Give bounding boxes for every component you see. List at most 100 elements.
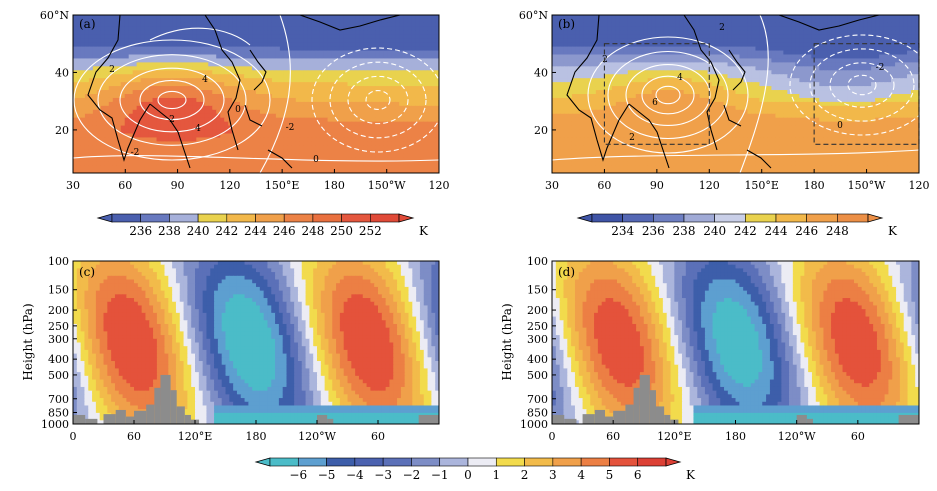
colorbar-unit: K: [686, 468, 696, 482]
y-tick-label: 1000: [520, 418, 548, 431]
contour-label: 0: [313, 155, 319, 165]
y-tick-label: 300: [527, 333, 548, 346]
y-tick-label: 400: [48, 353, 69, 366]
colorbar-tick-label: 246: [795, 224, 818, 238]
contour-label: -2: [131, 148, 140, 158]
colorbar-tick-label: 240: [187, 224, 210, 238]
panel-a-fill: [73, 15, 439, 173]
y-tick-label: 300: [48, 333, 69, 346]
colorbar-tick-label: 236: [642, 224, 665, 238]
contour-label: 0: [235, 105, 241, 115]
colorbar-swatch: [269, 457, 299, 467]
x-tick-label: 120°W: [298, 430, 336, 443]
y-tick-label: 150: [48, 284, 69, 297]
colorbar-swatch: [411, 457, 441, 467]
x-tick-label: 0: [549, 430, 556, 443]
x-tick-label: 60: [597, 179, 611, 192]
colorbar-tick-label: 2: [521, 468, 529, 482]
x-tick-label: 180: [725, 430, 746, 443]
panel-c-fill: [73, 261, 439, 424]
contour-label: 4: [677, 73, 683, 83]
y-tick-label: 1000: [41, 418, 69, 431]
contour-label: 2: [602, 55, 608, 65]
x-tick-label: 120: [429, 179, 450, 192]
colorbar-swatch: [226, 213, 256, 223]
panel-b-frame: [551, 14, 920, 174]
colorbar-tick-label: 3: [549, 468, 557, 482]
panel-b-contours: 2 6 4 2 -2 0 2: [552, 15, 919, 173]
colorbar-swatch: [745, 213, 777, 223]
colorbar-swatch: [806, 213, 838, 223]
colorbar-swatch: [714, 213, 746, 223]
colorbar-tick-label: 246: [273, 224, 296, 238]
y-tick-label: 40: [55, 66, 69, 79]
colorbar-swatch: [197, 213, 228, 223]
y-tick-label: 700: [48, 393, 69, 406]
colorbar-tick-label: 242: [215, 224, 238, 238]
y-tick-label: 20: [55, 124, 69, 137]
colorbar-swatch: [495, 457, 525, 467]
colorbar-tick-label: −3: [374, 468, 392, 482]
panel-d-fill: [552, 261, 919, 424]
panel-d-terrain: [552, 374, 919, 424]
x-tick-label: 120°W: [778, 430, 816, 443]
x-tick-label: 120°E: [657, 430, 692, 443]
x-tick-label: 60: [851, 430, 865, 443]
colorbar-swatch: [297, 457, 327, 467]
colorbar-tick-label: 248: [301, 224, 324, 238]
x-tick-label: 150°E: [744, 179, 779, 192]
colorbar-swatch: [609, 457, 639, 467]
contour-label: 2: [109, 65, 115, 75]
panel-a-contours: 2 4 -2 0 -2 0 2 4: [73, 15, 439, 173]
colorbar-swatch: [775, 213, 807, 223]
colorbar-swatch: [283, 213, 314, 223]
y-tick-label: 700: [527, 393, 548, 406]
y-tick-label: 200: [48, 304, 69, 317]
colorbar-swatch: [837, 213, 869, 223]
colorbar-tick-label: 244: [765, 224, 788, 238]
x-tick-label: 30: [545, 179, 559, 192]
colorbar-tick-label: −4: [346, 468, 364, 482]
colorbar-tick-label: 240: [703, 224, 726, 238]
colorbar-swatch: [326, 457, 356, 467]
region-box-1: [603, 43, 710, 145]
y-tick-label: 200: [527, 304, 548, 317]
colorbar-swatch: [524, 457, 554, 467]
y-tick-label: 500: [527, 369, 548, 382]
y-tick-label: 400: [527, 353, 548, 366]
x-tick-label: 60: [127, 430, 141, 443]
x-tick-label: 0: [70, 430, 77, 443]
y-tick-label: 60°N: [519, 9, 548, 22]
colorbar-tick-label: 238: [673, 224, 696, 238]
colorbar-tick-label: −1: [431, 468, 449, 482]
x-tick-label: 60: [118, 179, 132, 192]
panel-c-ylabel: Height (hPa): [21, 303, 35, 380]
contour-label: 2: [719, 23, 725, 33]
y-tick-label: 850: [48, 406, 69, 419]
panel-a: 2 4 -2 0 -2 0 2 4 (a) 30 60 90 120 150°E 180 150°W 120…: [40, 9, 450, 192]
x-tick-label: 180: [804, 179, 825, 192]
colorbar-swatch: [312, 213, 342, 223]
contour-label: -2: [286, 123, 295, 133]
y-tick-label: 500: [48, 369, 69, 382]
colorbar-swatch: [552, 457, 582, 467]
contour-label: 0: [837, 121, 843, 131]
y-tick-label: 40: [534, 66, 548, 79]
panel-d-label: (d): [558, 265, 575, 279]
contour-label: 4: [202, 75, 208, 85]
colorbar-tick-label: 244: [244, 224, 267, 238]
colorbar-unit: K: [419, 224, 429, 238]
colorbar-tick-label: −6: [289, 468, 307, 482]
colorbar-swatch: [369, 213, 400, 223]
y-tick-label: 100: [527, 255, 548, 268]
colorbar-swatch: [111, 213, 142, 223]
x-tick-label: 120: [909, 179, 930, 192]
colorbar-tick-label: −2: [403, 468, 421, 482]
colorbar-swatch: [467, 457, 497, 467]
contour-label: -2: [876, 63, 885, 73]
